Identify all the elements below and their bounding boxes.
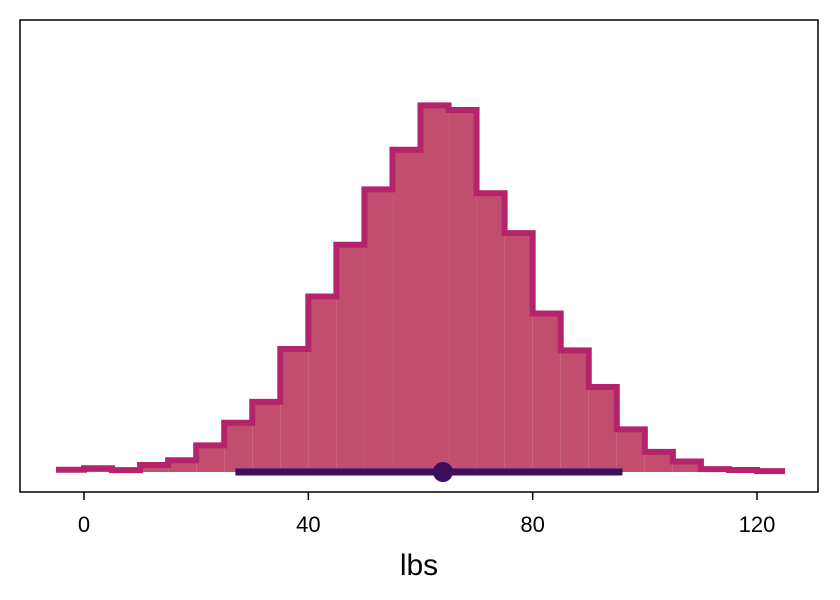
interval-point-estimate	[432, 462, 453, 482]
histogram-bar	[420, 105, 449, 472]
x-axis-ticks: 0 40 80 120	[78, 492, 775, 537]
histogram-bar	[252, 401, 281, 472]
histogram-bar	[616, 429, 645, 472]
histogram-bar	[392, 149, 421, 472]
x-axis-label: lbs	[400, 549, 438, 582]
histogram-bar	[588, 387, 617, 472]
histogram-bar	[448, 109, 477, 472]
x-tick-label: 120	[739, 512, 776, 537]
histogram-bar	[336, 244, 365, 472]
histogram-bars	[55, 105, 786, 472]
histogram-bar	[504, 233, 533, 472]
histogram-bar	[476, 193, 505, 472]
histogram-bar	[560, 350, 589, 472]
histogram-bar	[280, 349, 309, 472]
histogram-bar	[140, 464, 169, 472]
x-tick-label: 80	[520, 512, 544, 537]
histogram-bar	[196, 445, 225, 472]
histogram-bar	[308, 296, 337, 472]
histogram-bar	[532, 313, 561, 472]
plot-frame	[19, 19, 819, 493]
x-tick-label: 40	[296, 512, 320, 537]
histogram-bar	[168, 460, 197, 472]
histogram-bar	[644, 451, 673, 472]
histogram-bar	[364, 189, 393, 472]
histogram-bar	[224, 422, 253, 472]
histogram-bar	[672, 461, 701, 472]
histogram-outline	[55, 102, 786, 475]
x-tick-label: 0	[78, 512, 90, 537]
